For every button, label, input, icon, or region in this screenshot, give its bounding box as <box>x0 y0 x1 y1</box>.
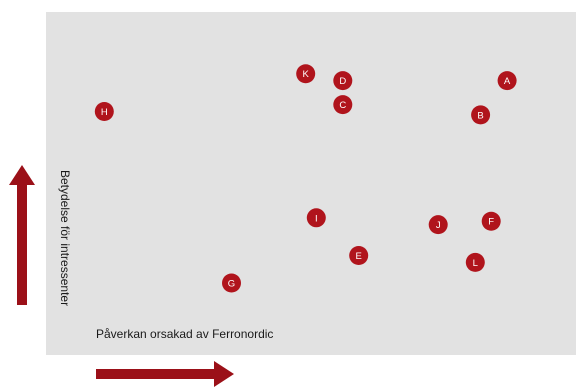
point-label: E <box>356 251 362 262</box>
point-label: D <box>339 76 346 87</box>
point-marker <box>481 211 501 231</box>
point-f: F <box>481 211 501 231</box>
point-label: F <box>488 217 494 228</box>
point-c: C <box>333 95 353 115</box>
point-label: I <box>315 213 318 224</box>
point-h: H <box>94 101 114 121</box>
point-label: J <box>436 220 441 231</box>
point-label: H <box>101 107 108 118</box>
point-marker <box>497 71 517 91</box>
point-marker <box>465 252 485 272</box>
point-marker <box>222 273 241 293</box>
point-label: A <box>504 76 511 87</box>
point-label: L <box>473 258 478 269</box>
point-marker <box>306 208 326 228</box>
point-marker <box>428 215 448 235</box>
y-axis-arrow <box>9 165 35 305</box>
x-arrow-head-icon <box>214 361 234 387</box>
data-points: A B C D E F G H I J K L <box>94 64 517 293</box>
point-label: K <box>303 69 310 80</box>
y-arrow-head-icon <box>9 165 35 185</box>
point-label: C <box>339 100 346 111</box>
point-k: K <box>296 64 316 84</box>
point-marker <box>333 95 353 115</box>
point-a: A <box>497 71 517 91</box>
point-e: E <box>349 246 369 266</box>
point-i: I <box>306 208 326 228</box>
point-d: D <box>333 71 353 91</box>
y-axis-label: Betydelse för intressenter <box>58 170 72 306</box>
point-label: G <box>228 278 235 289</box>
point-marker <box>296 64 316 84</box>
point-marker <box>349 246 369 266</box>
point-g: G <box>222 273 241 293</box>
point-b: B <box>471 105 491 125</box>
x-arrow-shaft <box>96 369 216 379</box>
point-l: L <box>465 252 485 272</box>
y-arrow-shaft <box>17 183 27 305</box>
point-marker <box>471 105 491 125</box>
x-axis-arrow <box>96 361 234 387</box>
point-marker <box>333 71 353 91</box>
plot-area <box>46 12 576 355</box>
point-label: B <box>477 110 483 121</box>
point-marker <box>94 101 114 121</box>
x-axis-label: Påverkan orsakad av Ferronordic <box>96 327 273 341</box>
point-j: J <box>428 215 448 235</box>
